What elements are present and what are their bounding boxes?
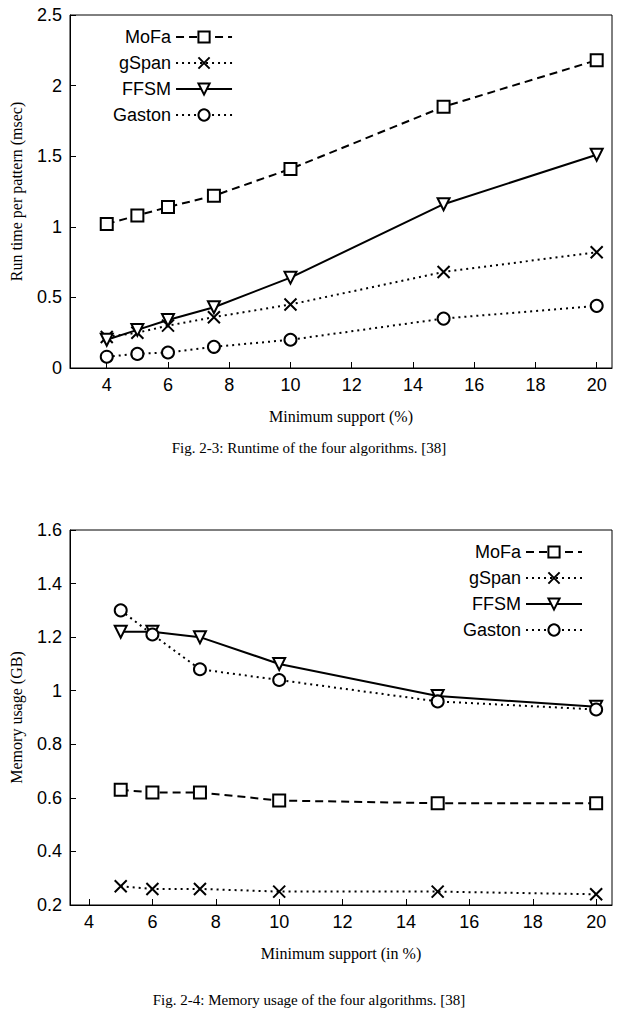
svg-text:0.4: 0.4 bbox=[37, 841, 62, 861]
svg-text:4: 4 bbox=[84, 912, 94, 932]
svg-text:0.8: 0.8 bbox=[37, 734, 62, 754]
svg-text:1.5: 1.5 bbox=[37, 146, 62, 166]
svg-text:0.5: 0.5 bbox=[37, 287, 62, 307]
svg-text:Gaston: Gaston bbox=[463, 620, 521, 640]
svg-text:0.6: 0.6 bbox=[37, 788, 62, 808]
svg-text:0.2: 0.2 bbox=[37, 895, 62, 915]
svg-text:MoFa: MoFa bbox=[125, 27, 172, 47]
svg-text:Fig. 2-4: Memory usage of the: Fig. 2-4: Memory usage of the four algor… bbox=[153, 992, 465, 1008]
svg-text:0: 0 bbox=[52, 358, 62, 378]
svg-text:16: 16 bbox=[459, 912, 479, 932]
svg-text:4: 4 bbox=[102, 375, 112, 395]
svg-text:1: 1 bbox=[52, 217, 62, 237]
svg-text:18: 18 bbox=[523, 912, 543, 932]
svg-text:Run time per pattern (msec): Run time per pattern (msec) bbox=[8, 102, 26, 282]
svg-text:2.5: 2.5 bbox=[37, 5, 62, 25]
svg-text:10: 10 bbox=[269, 912, 289, 932]
svg-text:16: 16 bbox=[464, 375, 484, 395]
svg-text:Fig. 2-3: Runtime of the four: Fig. 2-3: Runtime of the four algorithms… bbox=[172, 440, 447, 456]
svg-text:8: 8 bbox=[211, 912, 221, 932]
svg-text:8: 8 bbox=[224, 375, 234, 395]
svg-text:FFSM: FFSM bbox=[472, 594, 521, 614]
svg-text:12: 12 bbox=[342, 375, 362, 395]
svg-text:MoFa: MoFa bbox=[475, 542, 522, 562]
svg-text:20: 20 bbox=[586, 912, 606, 932]
svg-text:6: 6 bbox=[147, 912, 157, 932]
svg-text:gSpan: gSpan bbox=[469, 568, 521, 588]
svg-text:Minimum support (%): Minimum support (%) bbox=[269, 408, 413, 426]
svg-text:1: 1 bbox=[52, 681, 62, 701]
svg-text:20: 20 bbox=[587, 375, 607, 395]
svg-text:1.6: 1.6 bbox=[37, 520, 62, 540]
svg-text:Gaston: Gaston bbox=[113, 105, 171, 125]
svg-text:10: 10 bbox=[280, 375, 300, 395]
svg-text:gSpan: gSpan bbox=[119, 53, 171, 73]
svg-text:18: 18 bbox=[525, 375, 545, 395]
svg-text:14: 14 bbox=[403, 375, 423, 395]
svg-text:1.2: 1.2 bbox=[37, 627, 62, 647]
svg-text:6: 6 bbox=[163, 375, 173, 395]
svg-text:14: 14 bbox=[396, 912, 416, 932]
svg-text:2: 2 bbox=[52, 76, 62, 96]
svg-text:12: 12 bbox=[333, 912, 353, 932]
svg-text:FFSM: FFSM bbox=[122, 79, 171, 99]
svg-text:Minimum support (in %): Minimum support (in %) bbox=[261, 945, 421, 963]
svg-text:1.4: 1.4 bbox=[37, 574, 62, 594]
svg-text:Memory usage (GB): Memory usage (GB) bbox=[8, 651, 26, 783]
